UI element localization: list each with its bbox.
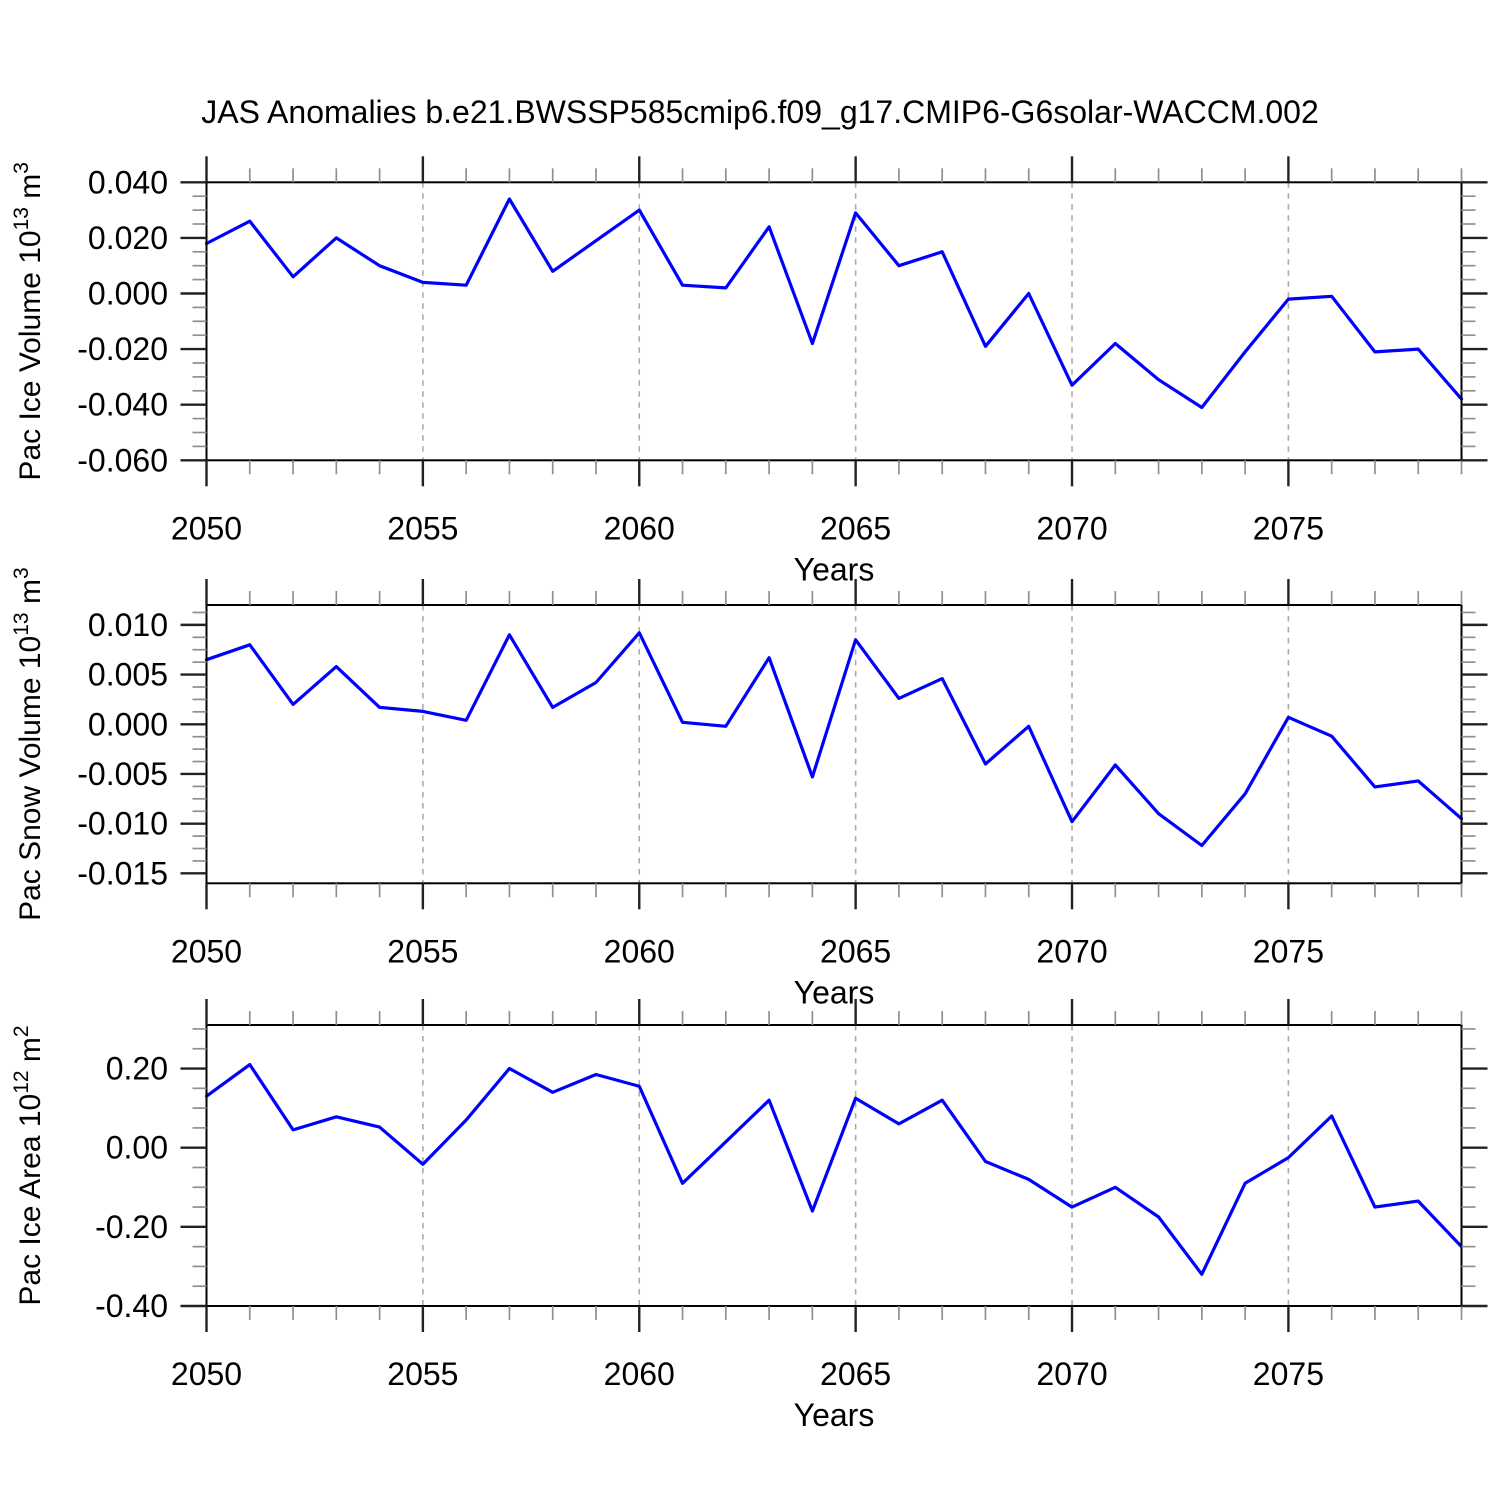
y-axis-title-sup: 3 [10, 567, 33, 579]
x-tick-label: 2055 [387, 510, 458, 546]
data-line [204, 197, 1464, 410]
x-tick-label: 2075 [1253, 510, 1324, 546]
x-axis-title: Years [794, 974, 875, 1010]
x-tick-label: 2075 [1253, 1356, 1324, 1392]
y-tick-label: -0.005 [77, 756, 168, 792]
y-axis-title-text: Pac Ice Area 10 [14, 1094, 47, 1306]
y-tick-label: 0.000 [88, 706, 168, 742]
y-tick-label: -0.040 [77, 387, 168, 423]
y-axis-title-sup: 13 [10, 612, 33, 635]
x-tick-label: 2050 [171, 1356, 242, 1392]
y-tick-label: -0.020 [77, 331, 168, 367]
y-axis-title-text: Pac Ice Volume 10 [14, 230, 47, 480]
y-tick-label: -0.010 [77, 806, 168, 842]
chart-title: JAS Anomalies b.e21.BWSSP585cmip6.f09_g1… [201, 94, 1319, 130]
x-axis-title: Years [794, 551, 875, 587]
y-tick-label: 0.040 [88, 164, 168, 200]
plot-border [205, 604, 1463, 885]
data-line [204, 1062, 1464, 1276]
x-tick-label: 2050 [171, 510, 242, 546]
x-tick-label: 2070 [1036, 510, 1107, 546]
y-tick-label: 0.005 [88, 657, 168, 693]
y-axis-title: Pac Snow Volume 1013 m3 [10, 567, 47, 921]
x-tick-label: 2065 [820, 933, 891, 969]
y-axis-title-sup: 13 [10, 207, 33, 230]
y-axis-title-text: m [14, 174, 47, 207]
x-tick-label: 2055 [387, 1356, 458, 1392]
x-tick-label: 2050 [171, 933, 242, 969]
x-tick-label: 2070 [1036, 933, 1107, 969]
y-axis-title-text: m [14, 1037, 47, 1070]
y-axis-title: Pac Ice Area 1012 m2 [10, 1025, 47, 1305]
y-tick-label: -0.060 [77, 442, 168, 478]
x-tick-label: 2065 [820, 1356, 891, 1392]
y-axis-title-text: Pac Snow Volume 10 [14, 636, 47, 921]
panel-2: 0.010 0.005 0.000 -0.005 -0.010 -0.015 2050 205… [10, 567, 1488, 1010]
y-tick-label: 0.00 [106, 1130, 168, 1166]
y-tick-label: 0.010 [88, 607, 168, 643]
x-tick-label: 2060 [604, 1356, 675, 1392]
y-axis-title: Pac Ice Volume 1013 m3 [10, 162, 47, 481]
y-axis-title-text: m [14, 579, 47, 612]
x-axis-title: Years [794, 1397, 875, 1433]
y-tick-label: 0.20 [106, 1051, 168, 1087]
y-tick-label: -0.40 [95, 1288, 168, 1324]
y-axis-title-sup: 3 [10, 162, 33, 174]
y-tick-label: -0.20 [95, 1209, 168, 1245]
x-tick-label: 2070 [1036, 1356, 1107, 1392]
y-tick-label: 0.020 [88, 220, 168, 256]
plot-border [205, 1024, 1463, 1307]
x-tick-label: 2075 [1253, 933, 1324, 969]
y-tick-label: -0.015 [77, 855, 168, 891]
data-line [204, 631, 1464, 848]
x-tick-label: 2060 [604, 933, 675, 969]
x-tick-label: 2060 [604, 510, 675, 546]
y-axis-title-sup: 12 [10, 1070, 33, 1093]
plot-border [205, 181, 1463, 462]
y-axis-title-sup: 2 [10, 1025, 33, 1037]
x-tick-label: 2065 [820, 510, 891, 546]
y-tick-label: 0.000 [88, 276, 168, 312]
x-tick-label: 2055 [387, 933, 458, 969]
